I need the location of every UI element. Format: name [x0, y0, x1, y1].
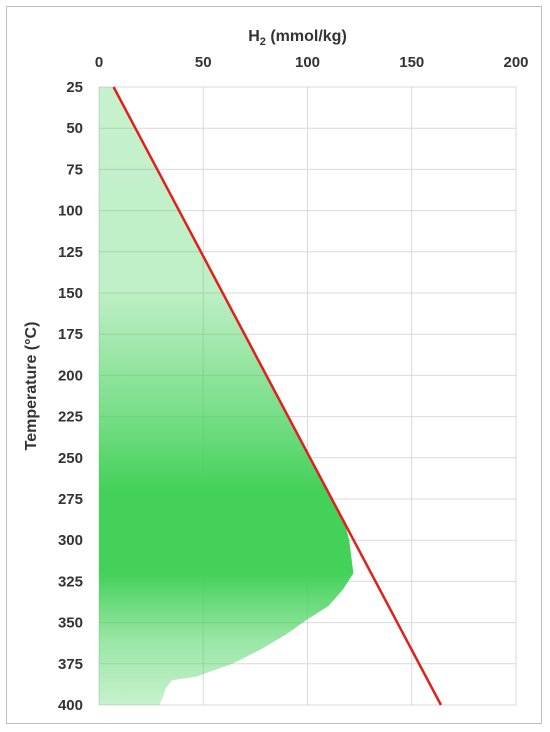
- y-tick-label: 325: [58, 573, 83, 590]
- h2-limit-line: [112, 86, 443, 706]
- y-tick-label: 300: [58, 532, 83, 549]
- x-tick-label: 50: [195, 54, 212, 71]
- y-tick-label: 350: [58, 615, 83, 632]
- y-axis-title: Temperature (°C): [23, 322, 40, 451]
- x-tick-label: 150: [399, 54, 424, 71]
- x-axis-title-main: H: [248, 28, 260, 45]
- x-tick-labels: 0 50 100 150 200: [95, 54, 529, 71]
- y-tick-labels: 25 50 75 100 125 150 175 200 225 250 275 300 325 350 3…: [58, 79, 83, 714]
- x-tick-label: 100: [295, 54, 320, 71]
- y-tick-label: 275: [58, 491, 83, 508]
- y-tick-label: 250: [58, 450, 83, 467]
- y-tick-label: 375: [58, 656, 83, 673]
- y-tick-label: 100: [58, 203, 83, 220]
- y-tick-label: 175: [58, 326, 83, 343]
- y-tick-label: 125: [58, 244, 83, 261]
- x-axis-title-rest: (mmol/kg): [266, 28, 347, 45]
- y-tick-label: 225: [58, 409, 83, 426]
- y-tick-label: 150: [58, 285, 83, 302]
- marks: [99, 86, 443, 706]
- y-tick-label: 25: [66, 79, 83, 96]
- x-tick-label: 0: [95, 54, 103, 71]
- y-tick-label: 200: [58, 367, 83, 384]
- x-axis-title-sub: 2: [260, 36, 266, 48]
- y-tick-label: 400: [58, 697, 83, 714]
- x-axis-title: H2 (mmol/kg): [248, 28, 347, 48]
- y-tick-label: 75: [66, 161, 83, 178]
- y-tick-label: 50: [66, 120, 83, 137]
- x-tick-label: 200: [503, 54, 528, 71]
- h2-stability-area: [99, 87, 354, 705]
